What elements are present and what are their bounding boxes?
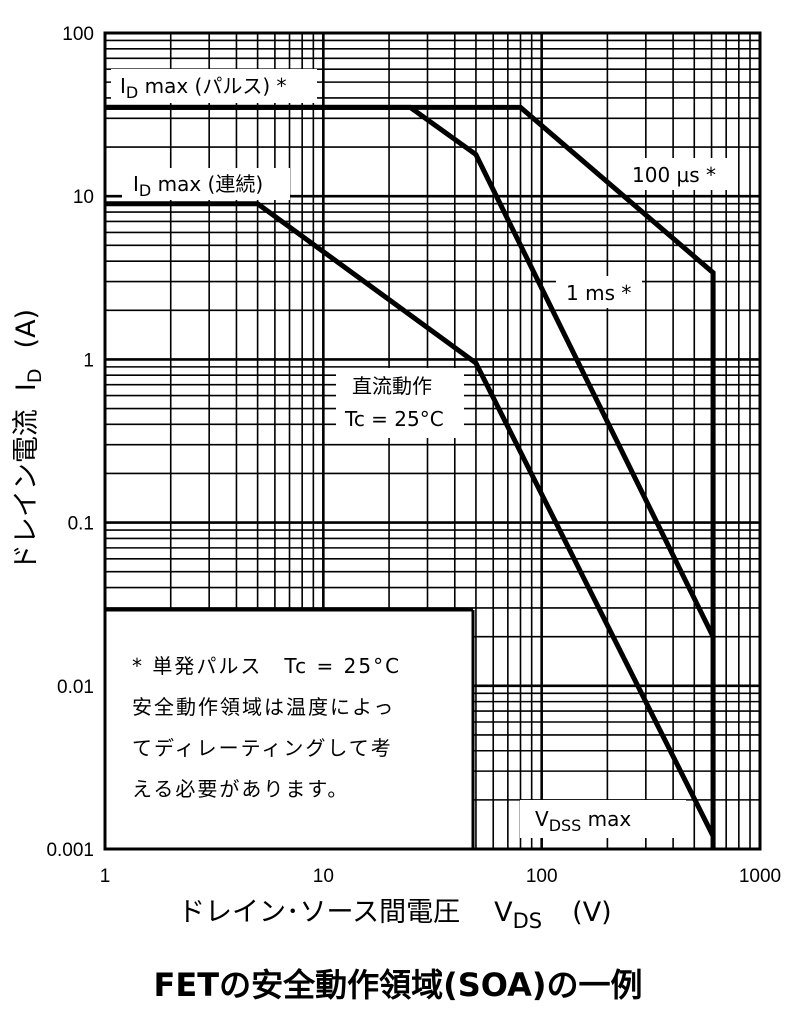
id-max-pulse-label: ID max (パルス) * [120, 74, 287, 102]
vdss-max-bg [520, 800, 686, 838]
y-tick-label: 0.001 [46, 840, 94, 861]
label-1ms-bg [556, 276, 642, 308]
label-dc-bg [336, 368, 464, 438]
y-tick-label: 0.1 [68, 514, 94, 535]
x-axis-title: ドレイン･ソース間電圧 VDS (V) [178, 897, 612, 933]
note-line: 安全動作領域は温度によっ [132, 695, 395, 719]
label-dc-line1: 直流動作 [352, 374, 432, 398]
x-tick-label: 1 [100, 866, 111, 887]
y-tick-label: 1 [83, 350, 94, 371]
label-1ms: 1 ms * [566, 281, 631, 305]
y-tick-label: 10 [73, 187, 94, 208]
y-tick-label: 100 [62, 24, 94, 45]
id-max-cont-bg [122, 168, 290, 200]
vdss-max-label: VDSS max [535, 807, 631, 835]
id-max-pulse-bg [111, 69, 317, 103]
id-max-cont-label: ID max (連続) [133, 172, 263, 200]
y-tick-label: 0.01 [57, 677, 94, 698]
soa-curves [103, 31, 762, 851]
x-tick-label: 1000 [739, 866, 781, 887]
soa-curve-2 [105, 104, 716, 638]
note-line: える必要があります。 [132, 777, 349, 801]
plot-frame [103, 31, 762, 851]
tick-labels: 1 10 100 1000 0.001 0.01 0.1 1 10 100 [46, 24, 781, 887]
label-100us: 100 µs * [632, 163, 716, 187]
label-100us-bg [622, 158, 730, 190]
label-dc-line2: Tc = 25°C [344, 407, 444, 431]
note-line: てディレーティングして考 [132, 736, 393, 760]
soa-curve-3 [105, 201, 716, 838]
y-axis-title: ドレイン電流ID(A) [11, 309, 46, 571]
note-box-bg [106, 610, 473, 848]
x-tick-label: 100 [526, 866, 558, 887]
note-line: * 単発パルス Tc = 25°C [132, 654, 401, 678]
annotations: ID max (パルス) * ID max (連続) 100 µs * 1 ms * 直… [105, 69, 730, 849]
x-tick-label: 10 [313, 866, 334, 887]
figure-caption: FETの安全動作領域(SOA)の一例 [154, 966, 643, 1004]
